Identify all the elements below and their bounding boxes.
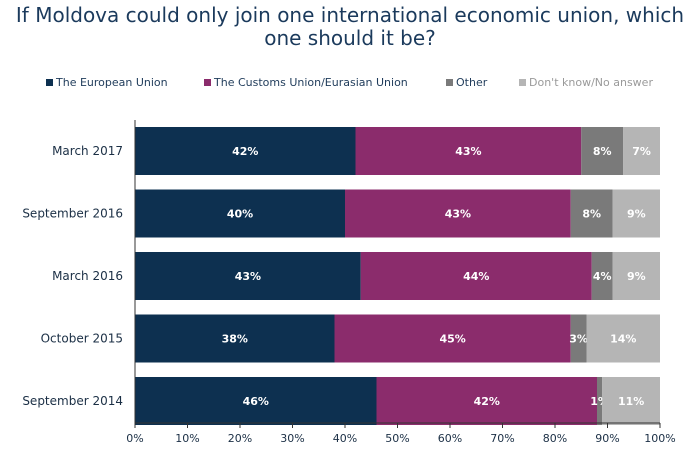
bar-segment: [623, 127, 660, 175]
legend-label-eu: The European Union: [56, 76, 168, 89]
category-label: September 2014: [22, 394, 123, 408]
bar-segment: [570, 189, 613, 238]
data-label: 4%: [593, 270, 612, 283]
category-label: March 2016: [52, 269, 123, 283]
bar-segment: [360, 252, 592, 300]
bar-segment: [581, 127, 624, 175]
bar-segment: [345, 189, 571, 238]
x-tick-label: 90%: [595, 432, 619, 445]
x-tick-label: 80%: [543, 432, 567, 445]
bar-segment: [612, 189, 660, 238]
legend-swatch-customs-union: [204, 79, 211, 86]
data-label: 45%: [439, 333, 465, 346]
category-label: October 2015: [41, 332, 123, 346]
data-label: 38%: [222, 333, 248, 346]
legend-swatch-other: [446, 79, 453, 86]
data-label: 42%: [232, 145, 258, 158]
chart-title: If Moldova could only join one internati…: [15, 3, 685, 50]
data-label: 3%: [569, 333, 588, 346]
bar-segment: [586, 314, 660, 363]
bar-segment: [570, 314, 587, 363]
data-label: 14%: [610, 333, 636, 346]
x-tick-label: 70%: [490, 432, 514, 445]
data-label: 8%: [582, 208, 601, 221]
x-tick-label: 30%: [280, 432, 304, 445]
bar-segment: [355, 127, 582, 175]
legend-label-dont-know: Don't know/No answer: [529, 76, 653, 89]
legend-label-other: Other: [456, 76, 488, 89]
data-label: 44%: [463, 270, 489, 283]
category-label: September 2016: [22, 207, 123, 221]
bar-segment: [135, 127, 356, 175]
legend-item-eu: The European Union: [46, 76, 168, 89]
x-tick-label: 0%: [126, 432, 143, 445]
bar-segment: [135, 252, 361, 300]
data-label: 7%: [632, 145, 651, 158]
bar-segment: [591, 252, 613, 300]
x-tick-label: 40%: [333, 432, 357, 445]
x-tick-label: 100%: [644, 432, 675, 445]
legend: The European Union The Customs Union/Eur…: [46, 76, 686, 90]
data-label: 9%: [627, 208, 646, 221]
bar-segment: [597, 377, 603, 425]
data-label: 42%: [474, 395, 500, 408]
bar-segment: [135, 377, 377, 425]
legend-swatch-dont-know: [519, 79, 526, 86]
bar-segment: [376, 377, 597, 425]
data-label: 46%: [243, 395, 269, 408]
bar-segment: [602, 377, 660, 425]
bar-segment: [135, 189, 345, 238]
bar-segment: [135, 314, 335, 363]
bar-segment: [612, 252, 660, 300]
data-label: 43%: [455, 145, 481, 158]
data-label: 8%: [593, 145, 612, 158]
legend-item-other: Other: [446, 76, 487, 89]
legend-item-customs-union: The Customs Union/Eurasian Union: [204, 76, 408, 89]
category-label: March 2017: [52, 144, 123, 158]
legend-swatch-eu: [46, 79, 53, 86]
data-label: 43%: [445, 208, 471, 221]
bar-segment: [334, 314, 571, 363]
x-tick-label: 10%: [175, 432, 199, 445]
legend-item-dont-know: Don't know/No answer: [519, 76, 653, 89]
data-label: 9%: [627, 270, 646, 283]
data-label: 11%: [618, 395, 644, 408]
x-tick-label: 20%: [228, 432, 252, 445]
legend-label-customs-union: The Customs Union/Eurasian Union: [214, 76, 408, 89]
x-tick-label: 60%: [438, 432, 462, 445]
data-label: 43%: [235, 270, 261, 283]
data-label: 40%: [227, 208, 253, 221]
x-tick-label: 50%: [385, 432, 409, 445]
